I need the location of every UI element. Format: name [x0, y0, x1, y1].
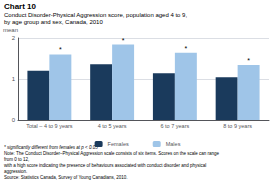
- svg-text:1: 1: [12, 76, 16, 82]
- svg-text:*: *: [122, 37, 125, 44]
- svg-text:6 to 7 years: 6 to 7 years: [161, 123, 190, 129]
- svg-text:2: 2: [12, 35, 16, 41]
- svg-text:4 to 5 years: 4 to 5 years: [98, 123, 127, 129]
- svg-text:with a high score indicating t: with a high score indicating the presenc…: [4, 163, 208, 168]
- svg-text:by age group and sex, Canada,: by age group and sex, Canada, 2010: [4, 19, 103, 25]
- svg-text:Note: The Conduct Disorder–Phy: Note: The Conduct Disorder–Physical Aggr…: [4, 151, 220, 156]
- svg-text:8 to 9 years: 8 to 9 years: [223, 123, 252, 129]
- svg-text:*: *: [59, 46, 62, 53]
- svg-text:Chart 10: Chart 10: [4, 2, 37, 11]
- svg-text:*: *: [247, 57, 250, 64]
- svg-text:from 0 to 12,: from 0 to 12,: [4, 157, 29, 162]
- svg-text:Conduct Disorder-Physical Aggr: Conduct Disorder-Physical Aggression sco…: [4, 12, 187, 18]
- svg-text:mean: mean: [3, 27, 18, 33]
- svg-text:* significantly different from: * significantly different from females a…: [4, 145, 98, 150]
- svg-text:Males: Males: [166, 141, 181, 147]
- svg-text:Total – 4 to 9 years: Total – 4 to 9 years: [26, 123, 73, 129]
- svg-text:Females: Females: [108, 141, 129, 147]
- svg-text:aggression.: aggression.: [4, 169, 27, 174]
- svg-text:0: 0: [12, 117, 16, 123]
- svg-text:Source: Statistics Canada, Sur: Source: Statistics Canada, Survey of You…: [4, 175, 128, 180]
- svg-text:*: *: [184, 45, 187, 52]
